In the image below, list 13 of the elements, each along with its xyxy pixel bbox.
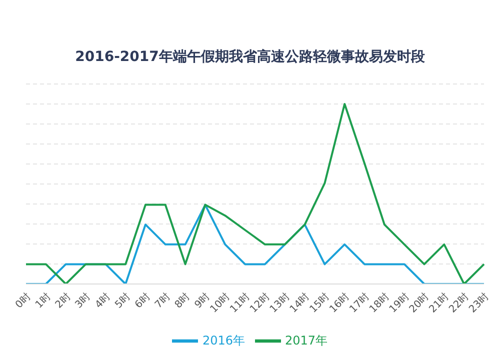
x-tick-label: 1时 xyxy=(32,290,54,311)
legend-label: 2017年 xyxy=(285,333,328,348)
x-tick-label: 23时 xyxy=(466,290,492,316)
x-tick-label: 6时 xyxy=(132,290,153,311)
legend-label: 2016年 xyxy=(202,333,245,348)
x-tick-label: 7时 xyxy=(152,290,173,311)
x-tick-label: 0时 xyxy=(13,290,34,311)
x-tick-label: 5时 xyxy=(112,290,133,311)
x-tick-label: 3时 xyxy=(72,290,93,311)
chart-title: 2016-2017年端午假期我省高速公路轻微事故易发时段 xyxy=(74,48,426,67)
x-tick-label: 4时 xyxy=(92,290,113,311)
x-tick-label: 2时 xyxy=(52,290,73,311)
x-tick-label: 8时 xyxy=(172,290,192,311)
